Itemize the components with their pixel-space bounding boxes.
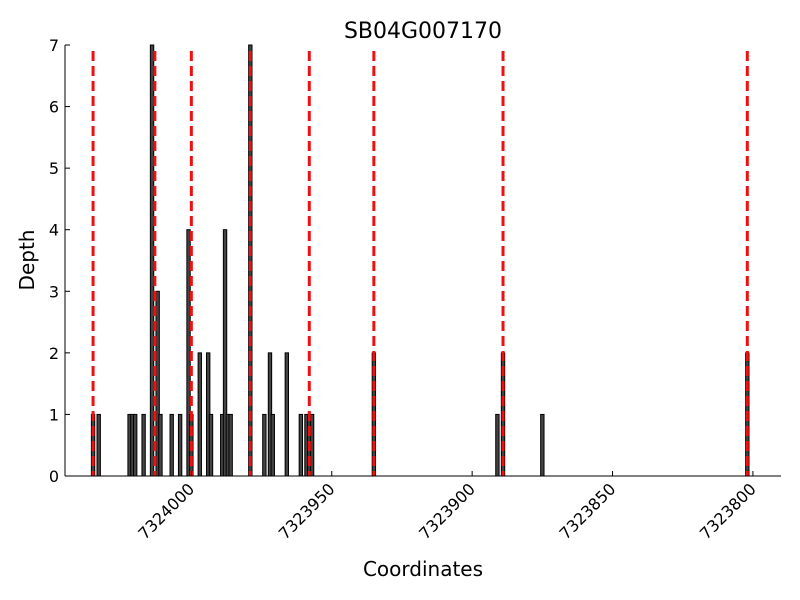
x-tick-label-3: 7323850	[556, 479, 620, 543]
y-tick-label-1: 1	[49, 405, 59, 424]
y-tick-label-5: 5	[49, 159, 59, 178]
bar-9	[169, 413, 174, 477]
bar-8	[158, 413, 163, 477]
bars-layer	[90, 44, 750, 477]
bar-6	[149, 44, 155, 477]
bar-1	[96, 413, 101, 477]
y-tick-label-6: 6	[49, 98, 59, 117]
x-tick-label-0: 7324000	[134, 479, 198, 543]
chart-title: SB04G007170	[344, 19, 502, 44]
y-tick-label-2: 2	[49, 344, 59, 363]
y-axis-label: Depth	[15, 230, 39, 291]
y-tick-label-0: 0	[49, 467, 59, 486]
x-axis-label: Coordinates	[363, 557, 483, 581]
bar-30	[495, 413, 500, 477]
bar-23	[270, 413, 275, 477]
reference-lines-layer	[91, 51, 749, 476]
bar-4	[133, 413, 138, 477]
y-ticks: 0 1 2 3 4 5 6 7	[49, 36, 70, 486]
bar-5	[141, 413, 146, 477]
bar-24	[284, 352, 290, 477]
axes-layer	[64, 45, 781, 477]
bar-32	[540, 413, 545, 477]
y-tick-label-7: 7	[49, 36, 59, 55]
bar-25	[298, 413, 304, 477]
x-tick-label-2: 7323900	[415, 479, 479, 543]
x-ticks: 7324000 7323950 7323900 7323850 7323800	[134, 471, 760, 543]
bar-10	[177, 413, 183, 477]
bar-28	[309, 413, 315, 477]
x-tick-label-4: 7323800	[696, 479, 760, 543]
bar-15	[208, 413, 214, 477]
y-tick-label-3: 3	[49, 282, 59, 301]
bar-13	[197, 352, 202, 477]
bar-21	[262, 413, 267, 477]
bar-19	[228, 413, 233, 477]
x-tick-label-1: 7323950	[275, 479, 339, 543]
y-tick-label-4: 4	[49, 221, 59, 240]
